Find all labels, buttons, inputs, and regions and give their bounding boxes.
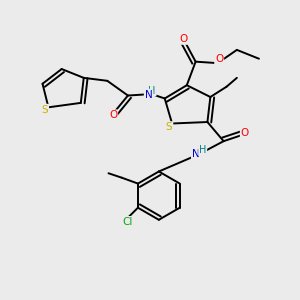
Text: S: S [42,105,48,115]
Text: N: N [192,149,200,159]
Text: H: H [148,85,156,95]
Text: O: O [180,34,188,44]
Text: O: O [241,128,249,138]
Text: S: S [166,122,172,132]
Text: O: O [109,110,117,120]
Text: N: N [145,90,152,100]
Text: O: O [215,54,223,64]
Text: Cl: Cl [122,217,133,227]
Text: H: H [199,145,206,155]
